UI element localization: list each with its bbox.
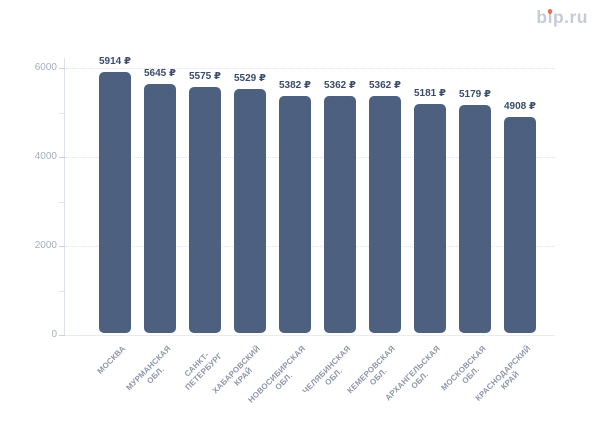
bar: [144, 83, 176, 333]
bar-value-label: 5914 ₽: [99, 55, 131, 67]
brand-logo: bip.ru: [536, 7, 588, 28]
y-tick-mark: [59, 335, 65, 336]
x-tick-label: МОСКВА: [95, 344, 128, 376]
y-tick-label: 2000: [34, 240, 57, 251]
bar: [279, 95, 311, 333]
y-tick-label: 4000: [34, 151, 57, 162]
y-tick-label: 0: [51, 329, 57, 340]
bar-value-label: 4908 ₽: [504, 100, 536, 112]
gridline: [65, 68, 555, 69]
y-tick-mark: [59, 157, 65, 158]
bar-value-label: 5382 ₽: [279, 79, 311, 91]
logo-orange-dot: [547, 9, 553, 14]
y-minor-tick-mark: [59, 290, 65, 292]
bar: [189, 86, 221, 333]
bar-value-label: 5179 ₽: [459, 88, 491, 100]
bar: [324, 96, 356, 333]
bar-value-label: 5362 ₽: [369, 80, 401, 92]
bar: [459, 104, 491, 333]
bar-value-label: 5181 ₽: [414, 88, 446, 100]
y-tick-mark: [59, 68, 65, 69]
bar: [99, 71, 131, 333]
bar-value-label: 5529 ₽: [234, 72, 266, 84]
y-axis-line: [64, 58, 65, 335]
y-minor-tick-mark: [59, 201, 65, 203]
bar-value-label: 5362 ₽: [324, 80, 356, 92]
bar: [234, 88, 266, 333]
bar: [369, 96, 401, 333]
bar-value-label: 5645 ₽: [144, 67, 176, 79]
y-tick-mark: [59, 246, 65, 247]
y-tick-label: 6000: [34, 62, 57, 73]
brand-logo-text: bip.ru: [536, 7, 588, 27]
bar: [504, 116, 536, 333]
bar: [414, 104, 446, 333]
x-tick-label: МУРМАНСКАЯ ОБЛ.: [124, 344, 173, 393]
bar-value-label: 5575 ₽: [189, 70, 221, 82]
x-axis-line: [64, 335, 555, 336]
y-minor-tick-mark: [59, 112, 65, 114]
